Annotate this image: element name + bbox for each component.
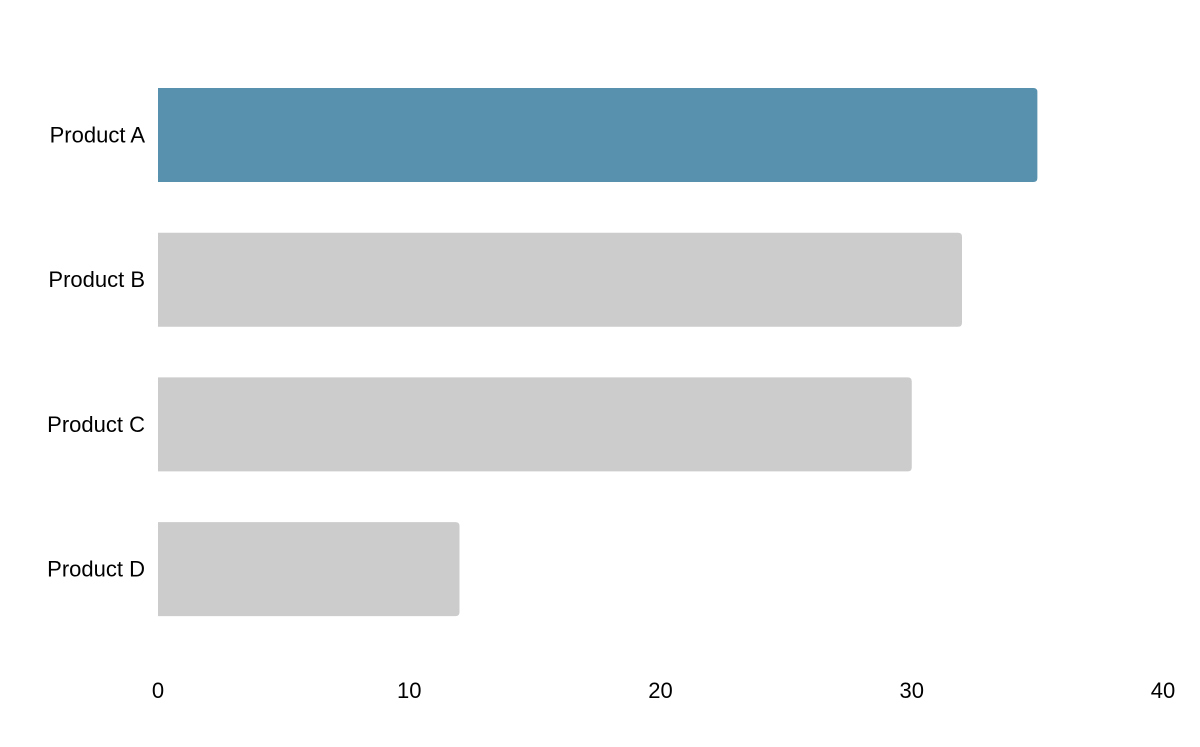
x-tick-label-20: 20 [648, 678, 672, 703]
bar-product-d [158, 522, 460, 617]
bars-layer [158, 88, 1038, 617]
category-label-product-c: Product C [47, 412, 145, 437]
bar-product-b [158, 232, 962, 327]
x-tick-label-0: 0 [152, 678, 164, 703]
x-axis-ticks: 0 10 20 30 40 [152, 678, 1175, 703]
x-tick-label-30: 30 [900, 678, 924, 703]
category-label-product-b: Product B [48, 267, 145, 292]
category-label-product-d: Product D [47, 557, 145, 582]
x-tick-label-10: 10 [397, 678, 421, 703]
x-tick-label-40: 40 [1151, 678, 1175, 703]
bar-product-c [158, 377, 912, 472]
category-label-product-a: Product A [50, 123, 146, 148]
category-labels: Product A Product B Product C Product D [47, 123, 145, 582]
bar-product-a [158, 88, 1038, 182]
